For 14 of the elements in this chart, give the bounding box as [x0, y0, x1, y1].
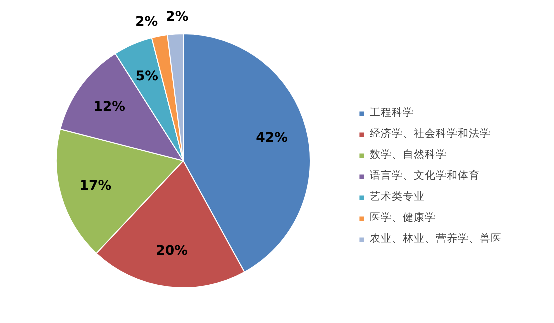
data-label: 20% — [156, 244, 188, 260]
data-label: 2% — [166, 10, 189, 26]
data-label: 12% — [94, 100, 126, 115]
data-label: 5% — [136, 70, 159, 85]
legend-label: 工程科学 — [370, 106, 414, 120]
legend-label: 艺术类专业 — [370, 190, 425, 204]
data-label: 17% — [80, 179, 112, 194]
legend-label: 经济学、社会科学和法学 — [370, 127, 491, 141]
legend-label: 医学、健康学 — [370, 211, 436, 225]
legend-label: 语言学、文化学和体育 — [370, 169, 480, 183]
data-label: 42% — [256, 130, 288, 146]
legend-label: 农业、林业、营养学、兽医 — [370, 232, 502, 246]
legend-label: 数学、自然科学 — [370, 148, 447, 162]
data-label: 2% — [136, 14, 158, 30]
